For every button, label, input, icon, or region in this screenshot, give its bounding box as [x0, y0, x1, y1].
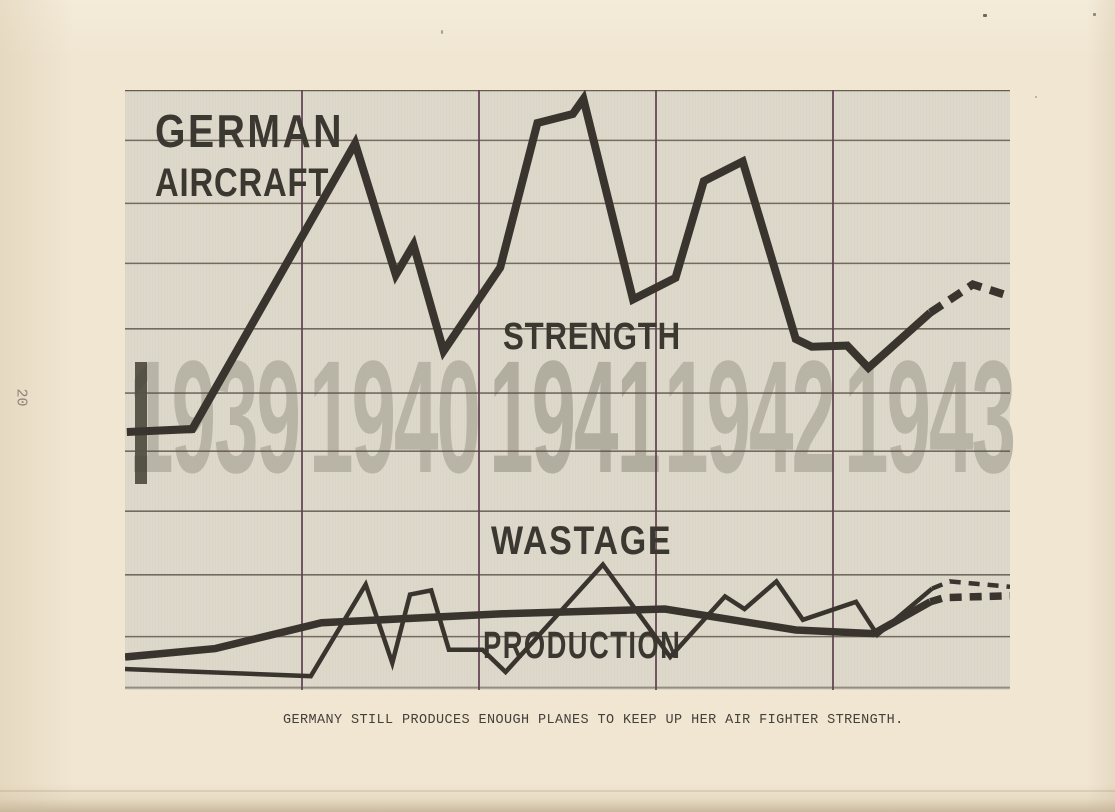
gridlines [125, 90, 1010, 690]
production-line-projection [929, 592, 1010, 606]
year-label-1942: 1942 [664, 327, 836, 506]
figure-caption: GERMANY STILL PRODUCES ENOUGH PLANES TO … [283, 713, 904, 728]
chart-title-line2: AIRCRAFT [155, 161, 330, 205]
year-label-1941: 1941 [489, 327, 661, 506]
strength-line-projection [928, 280, 1010, 316]
production-line [125, 598, 933, 661]
strength-line [126, 90, 933, 437]
year-label-1939: 1939 [129, 327, 301, 506]
chart-panel: 1939 1940 1941 1942 1943 GERMAN AIRCRAFT… [125, 90, 1016, 690]
year-label-1940: 1940 [309, 327, 481, 506]
page-number: 20 [12, 388, 30, 407]
scan-speck [1035, 96, 1037, 98]
page-bottom-crease [0, 790, 1115, 792]
wastage-series-label: WASTAGE [491, 519, 673, 563]
chart-title-line1: GERMAN [155, 105, 345, 157]
wastage-line-projection [931, 579, 1010, 591]
scan-speck [441, 30, 443, 34]
scan-speck [983, 14, 987, 17]
year-watermark-row: 1939 1940 1941 1942 1943 [125, 90, 1016, 690]
strength-series-label: STRENGTH [503, 316, 681, 358]
scan-speck [1093, 13, 1096, 16]
data-lines [125, 90, 1010, 679]
wastage-line [125, 561, 934, 679]
